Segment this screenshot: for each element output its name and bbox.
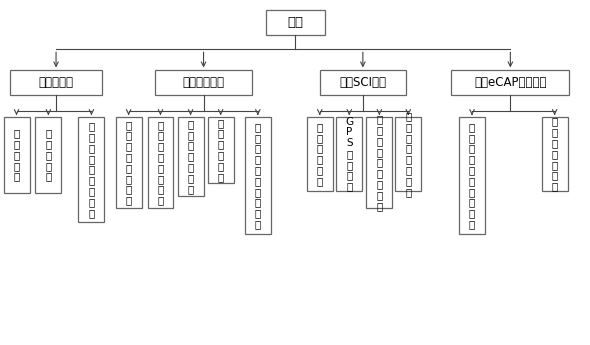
FancyBboxPatch shape <box>208 117 234 183</box>
Text: 地
面
控
制
指
令
更
新: 地 面 控 制 指 令 更 新 <box>158 120 163 206</box>
FancyBboxPatch shape <box>266 10 324 35</box>
FancyBboxPatch shape <box>307 117 333 191</box>
FancyBboxPatch shape <box>78 117 104 222</box>
FancyBboxPatch shape <box>459 117 485 234</box>
Text: G
P
S
数
据
接
收: G P S 数 据 接 收 <box>345 117 353 191</box>
Text: 初始化模块: 初始化模块 <box>38 76 74 89</box>
FancyBboxPatch shape <box>395 117 421 191</box>
FancyBboxPatch shape <box>35 117 61 193</box>
FancyBboxPatch shape <box>178 117 204 196</box>
FancyBboxPatch shape <box>366 117 392 208</box>
FancyBboxPatch shape <box>320 70 406 95</box>
Text: 开始: 开始 <box>287 16 303 29</box>
Text: 输
出
控
制
信
号: 输 出 控 制 信 号 <box>218 118 224 182</box>
FancyBboxPatch shape <box>4 117 30 193</box>
Text: 传
感
器
检
测
及
初
始
化: 传 感 器 检 测 及 初 始 化 <box>88 121 94 218</box>
Text: 飞
行
控
制
律
解
算: 飞 行 控 制 律 解 算 <box>188 119 194 194</box>
Text: 航
姿
位
置
信
息
更
新: 航 姿 位 置 信 息 更 新 <box>126 120 132 206</box>
FancyBboxPatch shape <box>336 117 362 191</box>
Text: 超
声
波
数
据
接
收: 超 声 波 数 据 接 收 <box>552 117 558 191</box>
FancyBboxPatch shape <box>11 70 101 95</box>
FancyBboxPatch shape <box>148 117 173 208</box>
Text: 硬
件
初
始
化: 硬 件 初 始 化 <box>14 128 19 181</box>
Text: 地
面
遥
控
信
息
接
收
接
收: 地 面 遥 控 信 息 接 收 接 收 <box>469 122 475 229</box>
Text: 捕捉eCAP中断模块: 捕捉eCAP中断模块 <box>474 76 546 89</box>
FancyBboxPatch shape <box>245 117 271 234</box>
Text: 定时中断模块: 定时中断模块 <box>182 76 225 89</box>
FancyBboxPatch shape <box>155 70 253 95</box>
Text: 发
送
飞
机
信
息
给
地
面
站: 发 送 飞 机 信 息 给 地 面 站 <box>255 122 261 229</box>
Text: 航
姿
信
息
接
收: 航 姿 信 息 接 收 <box>317 122 323 186</box>
FancyBboxPatch shape <box>542 117 568 191</box>
FancyBboxPatch shape <box>451 70 569 95</box>
Text: 串口SCI中断: 串口SCI中断 <box>339 76 386 89</box>
FancyBboxPatch shape <box>116 117 142 208</box>
Text: 参
数
初
始
化: 参 数 初 始 化 <box>45 128 51 181</box>
Text: 光
流
避
障
信
息
接
收: 光 流 避 障 信 息 接 收 <box>405 111 411 197</box>
Text: 气
压
高
度
计
数
据
接
收: 气 压 高 度 计 数 据 接 收 <box>376 115 382 211</box>
